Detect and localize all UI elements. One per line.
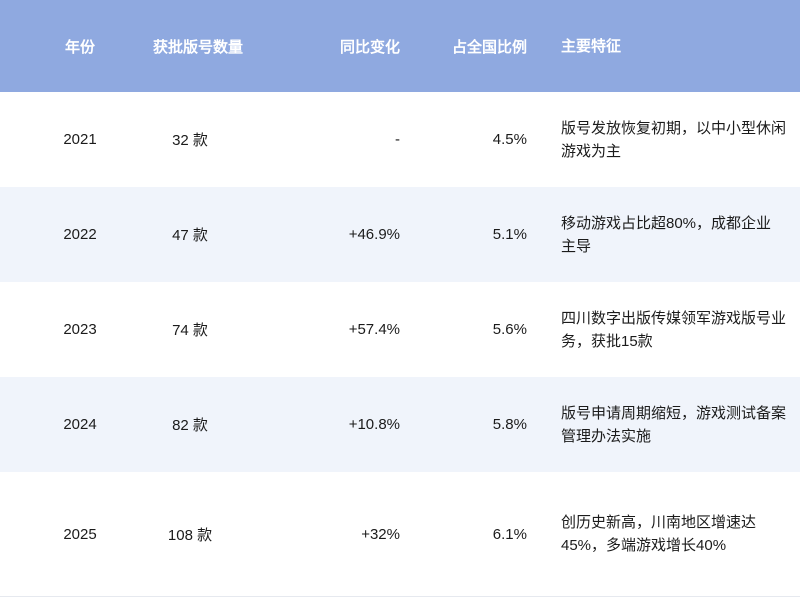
- cell-feature: 四川数字出版传媒领军游戏版号业务，获批15款: [561, 309, 787, 350]
- cell-year: 2021: [63, 131, 97, 148]
- cell-change: +57.4%: [348, 321, 400, 338]
- table-header: 年份 获批版号数量 同比变化 占全国比例 主要特征: [0, 0, 800, 92]
- cell-change: +46.9%: [348, 226, 400, 243]
- cell-count: 74 款: [172, 322, 208, 339]
- cell-count: 108 款: [167, 526, 213, 544]
- cell-count: 32 款: [172, 132, 208, 149]
- cell-year: 2022: [63, 226, 97, 243]
- cell-ratio: 5.1%: [492, 226, 527, 243]
- cell-ratio: 6.1%: [492, 525, 527, 543]
- cell-year: 2024: [63, 416, 97, 433]
- header-change: 同比变化: [339, 38, 400, 56]
- table-row: 2025 108 款 +32% 6.1% 创历史新高，川南地区增速达45%，多端…: [0, 472, 800, 597]
- cell-year: 2023: [63, 321, 97, 338]
- cell-feature: 版号申请周期缩短，游戏测试备案管理办法实施: [561, 404, 787, 445]
- cell-ratio: 4.5%: [492, 131, 527, 148]
- cell-year: 2025: [63, 525, 97, 543]
- table-row: 2024 82 款 +10.8% 5.8% 版号申请周期缩短，游戏测试备案管理办…: [0, 377, 800, 472]
- cell-feature: 创历史新高，川南地区增速达45%，多端游戏增长40%: [561, 514, 757, 554]
- cell-feature: 移动游戏占比超80%，成都企业主导: [561, 214, 772, 255]
- cell-count: 82 款: [172, 417, 208, 434]
- header-ratio: 占全国比例: [451, 38, 527, 56]
- header-year: 年份: [64, 38, 95, 56]
- cell-change: +10.8%: [348, 416, 400, 433]
- cell-ratio: 5.6%: [492, 321, 527, 338]
- header-count: 获批版号数量: [153, 38, 244, 56]
- cell-change: +32%: [361, 525, 400, 543]
- table-row: 2021 32 款 - 4.5% 版号发放恢复初期，以中小型休闲游戏为主: [0, 92, 800, 187]
- cell-ratio: 5.8%: [492, 416, 527, 433]
- table-row: 2022 47 款 +46.9% 5.1% 移动游戏占比超80%，成都企业主导: [0, 187, 800, 282]
- cell-feature: 版号发放恢复初期，以中小型休闲游戏为主: [561, 119, 787, 160]
- cell-change: -: [395, 131, 400, 148]
- header-feature: 主要特征: [561, 37, 622, 55]
- cell-count: 47 款: [172, 227, 208, 244]
- table-row: 2023 74 款 +57.4% 5.6% 四川数字出版传媒领军游戏版号业务，获…: [0, 282, 800, 377]
